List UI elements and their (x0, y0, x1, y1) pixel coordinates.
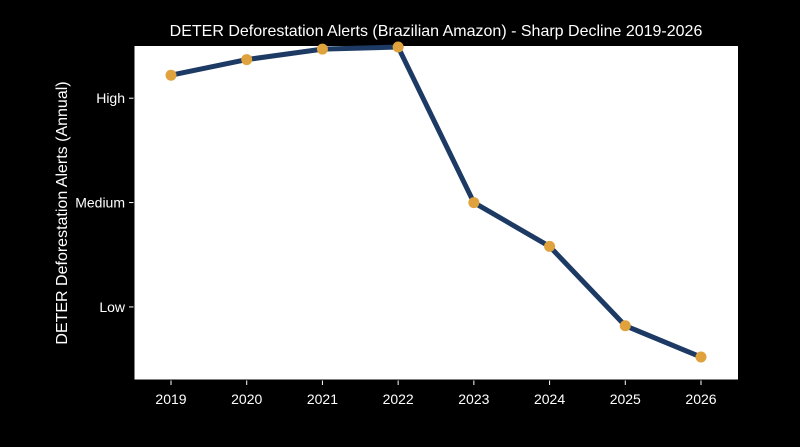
x-tick-label: 2022 (383, 391, 414, 407)
series-layer (165, 41, 707, 363)
data-point (619, 320, 631, 332)
x-tick-label: 2025 (610, 391, 641, 407)
x-tick-label: 2023 (458, 391, 489, 407)
data-point (392, 41, 404, 53)
chart-title: DETER Deforestation Alerts (Brazilian Am… (170, 23, 703, 40)
data-point (468, 197, 480, 209)
data-point (544, 240, 556, 252)
x-tick-label: 2021 (307, 391, 338, 407)
data-point (165, 69, 177, 81)
x-tick-label: 2026 (685, 391, 716, 407)
x-tick-label: 2020 (231, 391, 262, 407)
x-tick-label: 2024 (534, 391, 565, 407)
y-axis: Low Medium High (75, 90, 134, 315)
plot-area (134, 46, 738, 380)
x-axis: 2019 2020 2021 2022 2023 2024 2025 2026 (155, 380, 717, 407)
data-point (241, 54, 253, 66)
y-tick-label: High (96, 90, 125, 106)
x-tick-label: 2019 (155, 391, 186, 407)
data-point (695, 351, 707, 363)
data-point (316, 43, 328, 55)
y-tick-label: Low (99, 299, 126, 315)
y-tick-label: Medium (75, 195, 125, 211)
y-axis-label: DETER Deforestation Alerts (Annual) (54, 81, 71, 344)
series-line (168, 44, 704, 360)
